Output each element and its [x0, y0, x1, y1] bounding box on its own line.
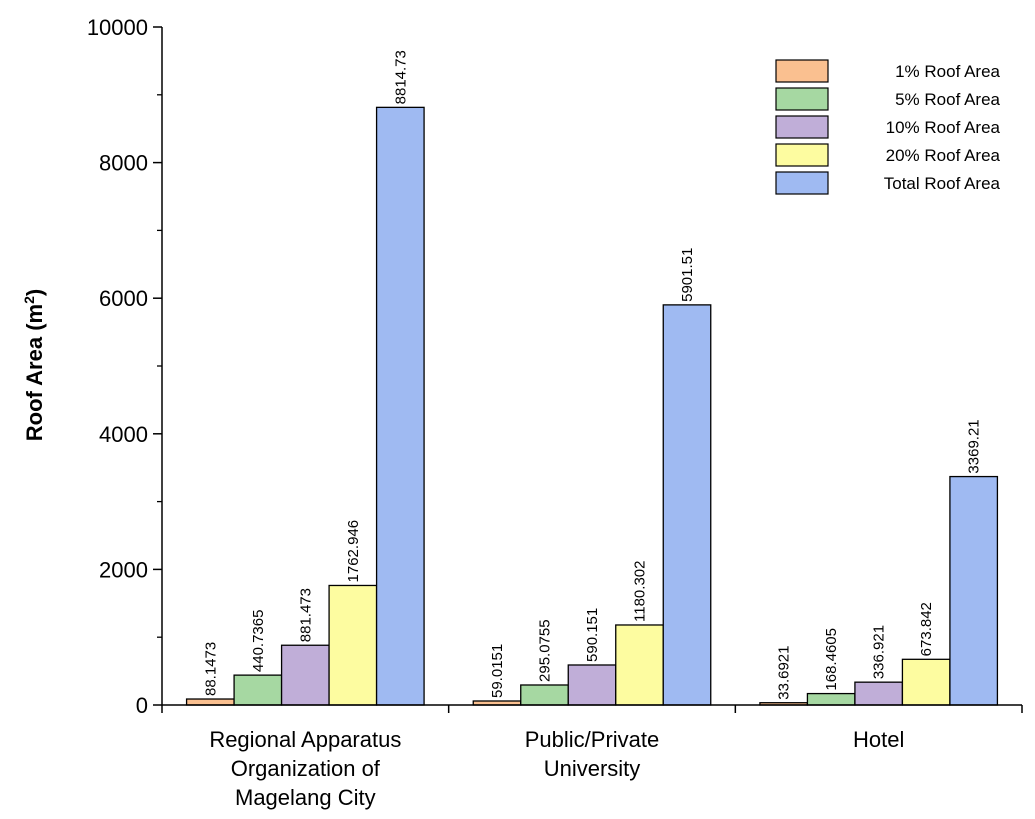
- y-axis-title: Roof Area (m2): [21, 289, 47, 441]
- data-label: 3369.21: [966, 419, 983, 473]
- bar: [375, 106, 425, 706]
- bar: [901, 658, 951, 706]
- bar: [280, 644, 330, 706]
- bar: [854, 681, 904, 706]
- data-label: 168.4605: [823, 628, 840, 691]
- data-label: 8814.73: [392, 50, 409, 104]
- legend-label: 5% Roof Area: [895, 90, 1000, 109]
- data-label: 590.151: [584, 608, 601, 662]
- legend-label: 20% Roof Area: [886, 146, 1001, 165]
- data-label: 1762.946: [345, 520, 362, 583]
- y-tick-label: 2000: [99, 557, 148, 582]
- data-label: 881.473: [297, 588, 314, 642]
- data-labels-layer: 88.1473 59.0151 33.6921 440.7365 295.0755 168…: [202, 50, 982, 700]
- legend-swatch: [775, 87, 829, 111]
- x-category-label: Hotel: [853, 727, 904, 752]
- data-label: 440.7365: [250, 610, 267, 673]
- data-label: 1180.302: [632, 561, 649, 622]
- y-tick-label: 4000: [99, 422, 148, 447]
- legend-swatch: [775, 143, 829, 167]
- legend: 1% Roof Area 5% Roof Area 10% Roof Area 20%…: [775, 59, 1001, 195]
- data-label: 5901.51: [679, 248, 696, 302]
- axes-layer: 0 2000 4000 6000 8000 10000 Regional Apparatus…: [87, 15, 1023, 810]
- bar: [949, 475, 999, 706]
- data-label: 88.1473: [202, 642, 219, 696]
- bar: [233, 674, 283, 706]
- legend-label: 1% Roof Area: [895, 62, 1000, 81]
- legend-swatch: [775, 59, 829, 83]
- x-category-label: Public/Private University: [525, 727, 660, 781]
- data-label: 295.0755: [537, 619, 554, 682]
- bar: [662, 304, 712, 706]
- y-tick-label: 6000: [99, 286, 148, 311]
- legend-label: 10% Roof Area: [886, 118, 1001, 137]
- legend-label: Total Roof Area: [884, 174, 1001, 193]
- bar: [328, 584, 378, 706]
- x-category-label: Regional Apparatus Organization of Magelan…: [209, 727, 401, 810]
- bar: [615, 624, 664, 706]
- bar: [806, 692, 856, 706]
- data-label: 336.921: [871, 625, 888, 679]
- legend-swatch: [775, 171, 829, 195]
- y-tick-label: 0: [136, 693, 148, 718]
- y-tick-label: 8000: [99, 151, 148, 176]
- bar: [185, 698, 235, 706]
- data-label: 673.842: [918, 602, 935, 656]
- bar: [520, 684, 569, 706]
- data-label: 59.0151: [489, 644, 506, 698]
- bars-layer: [185, 106, 999, 706]
- y-tick-label: 10000: [87, 15, 148, 40]
- data-label: 33.6921: [776, 645, 793, 699]
- legend-swatch: [775, 115, 829, 139]
- bar: [567, 664, 617, 706]
